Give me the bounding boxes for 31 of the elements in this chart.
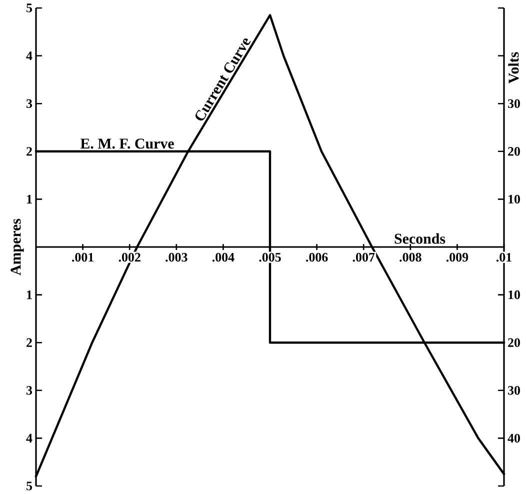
y2-tick-label: 30 xyxy=(508,386,520,395)
x-axis-title: Seconds xyxy=(394,233,446,244)
x-tick-label: .003 xyxy=(166,252,188,262)
y-tick-label: 3 xyxy=(26,386,32,395)
x-tick-label: .01 xyxy=(496,252,512,262)
x-tick-label: .002 xyxy=(118,252,140,262)
y2-tick-label: 20 xyxy=(508,338,520,347)
y2-tick-label: 30 xyxy=(508,99,520,108)
y2-tick-label: 20 xyxy=(508,147,520,156)
y2-tick-label: 40 xyxy=(508,434,520,443)
y-tick-label: 4 xyxy=(26,434,32,442)
y-tick-label: 2 xyxy=(26,338,32,347)
x-tick-label: .004 xyxy=(212,252,234,262)
x-tick-label: .006 xyxy=(306,252,328,262)
y-tick-label: 3 xyxy=(26,99,32,108)
y-tick-label: 1 xyxy=(27,194,32,204)
y-axis-title: Amperes xyxy=(10,218,24,276)
y2-tick-label: 10 xyxy=(508,290,520,300)
x-tick-label: .005 xyxy=(259,252,281,262)
series-label: E. M. F. Curve xyxy=(80,138,174,149)
y-tick-label: 2 xyxy=(26,147,32,156)
y-tick-label: 5 xyxy=(26,482,32,490)
y-tick-label: 1 xyxy=(27,290,32,300)
x-tick-label: .009 xyxy=(446,252,468,262)
x-tick-label: .001 xyxy=(72,252,94,262)
y-tick-label: 4 xyxy=(26,52,32,60)
y-tick-label: 5 xyxy=(26,4,32,12)
y2-tick-label: 10 xyxy=(508,194,520,204)
x-tick-label: .007 xyxy=(352,252,375,262)
x-tick-label: .008 xyxy=(400,252,422,262)
y2-axis-title: Volts xyxy=(508,52,519,84)
